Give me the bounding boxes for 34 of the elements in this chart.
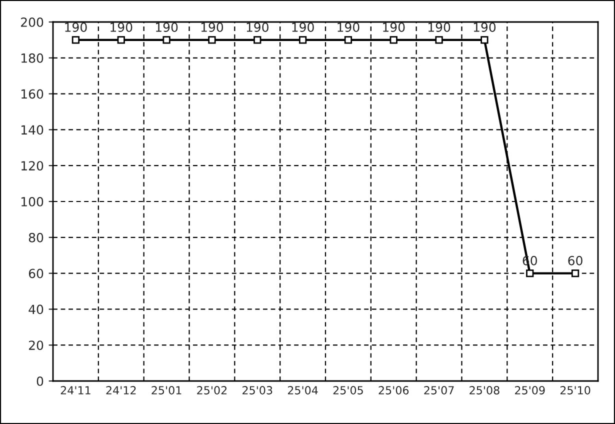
x-tick-label: 25'09: [515, 386, 545, 394]
data-label: 190: [201, 22, 224, 32]
data-label: 190: [156, 22, 178, 32]
y-tick-label: 80: [28, 232, 44, 242]
y-tick-label: 200: [21, 17, 44, 27]
x-tick-label: 25'05: [333, 386, 363, 394]
y-tick-label: 100: [21, 196, 44, 206]
x-tick-label: 25'01: [152, 386, 182, 394]
data-label: 190: [292, 22, 314, 32]
x-tick-label: 24'11: [60, 386, 90, 394]
y-tick-label: 20: [28, 340, 44, 350]
data-label: 190: [246, 22, 268, 32]
data-label: 190: [338, 22, 360, 32]
y-tick-label: 120: [21, 161, 44, 171]
x-tick-label: 25'10: [560, 386, 590, 394]
data-label: 190: [383, 22, 405, 32]
y-tick-label: 180: [21, 53, 44, 63]
y-tick-label: 0: [36, 376, 44, 386]
data-label: 60: [568, 256, 582, 266]
x-tick-label: 25'06: [378, 386, 409, 394]
data-label: 190: [474, 22, 496, 32]
data-label: 190: [110, 22, 132, 32]
x-tick-label: 24'12: [106, 386, 136, 394]
y-tick-label: 60: [28, 268, 44, 278]
data-label: 190: [65, 22, 87, 32]
x-tick-label: 25'03: [242, 386, 272, 394]
x-tick-label: 25'02: [197, 386, 227, 394]
y-tick-label: 140: [21, 125, 44, 135]
y-tick-label: 160: [21, 89, 44, 99]
x-tick-label: 25'08: [470, 386, 500, 394]
x-tick-label: 25'07: [424, 386, 454, 394]
x-tick-label: 25'04: [288, 386, 318, 394]
data-label: 190: [428, 22, 450, 32]
y-tick-label: 40: [28, 304, 44, 314]
